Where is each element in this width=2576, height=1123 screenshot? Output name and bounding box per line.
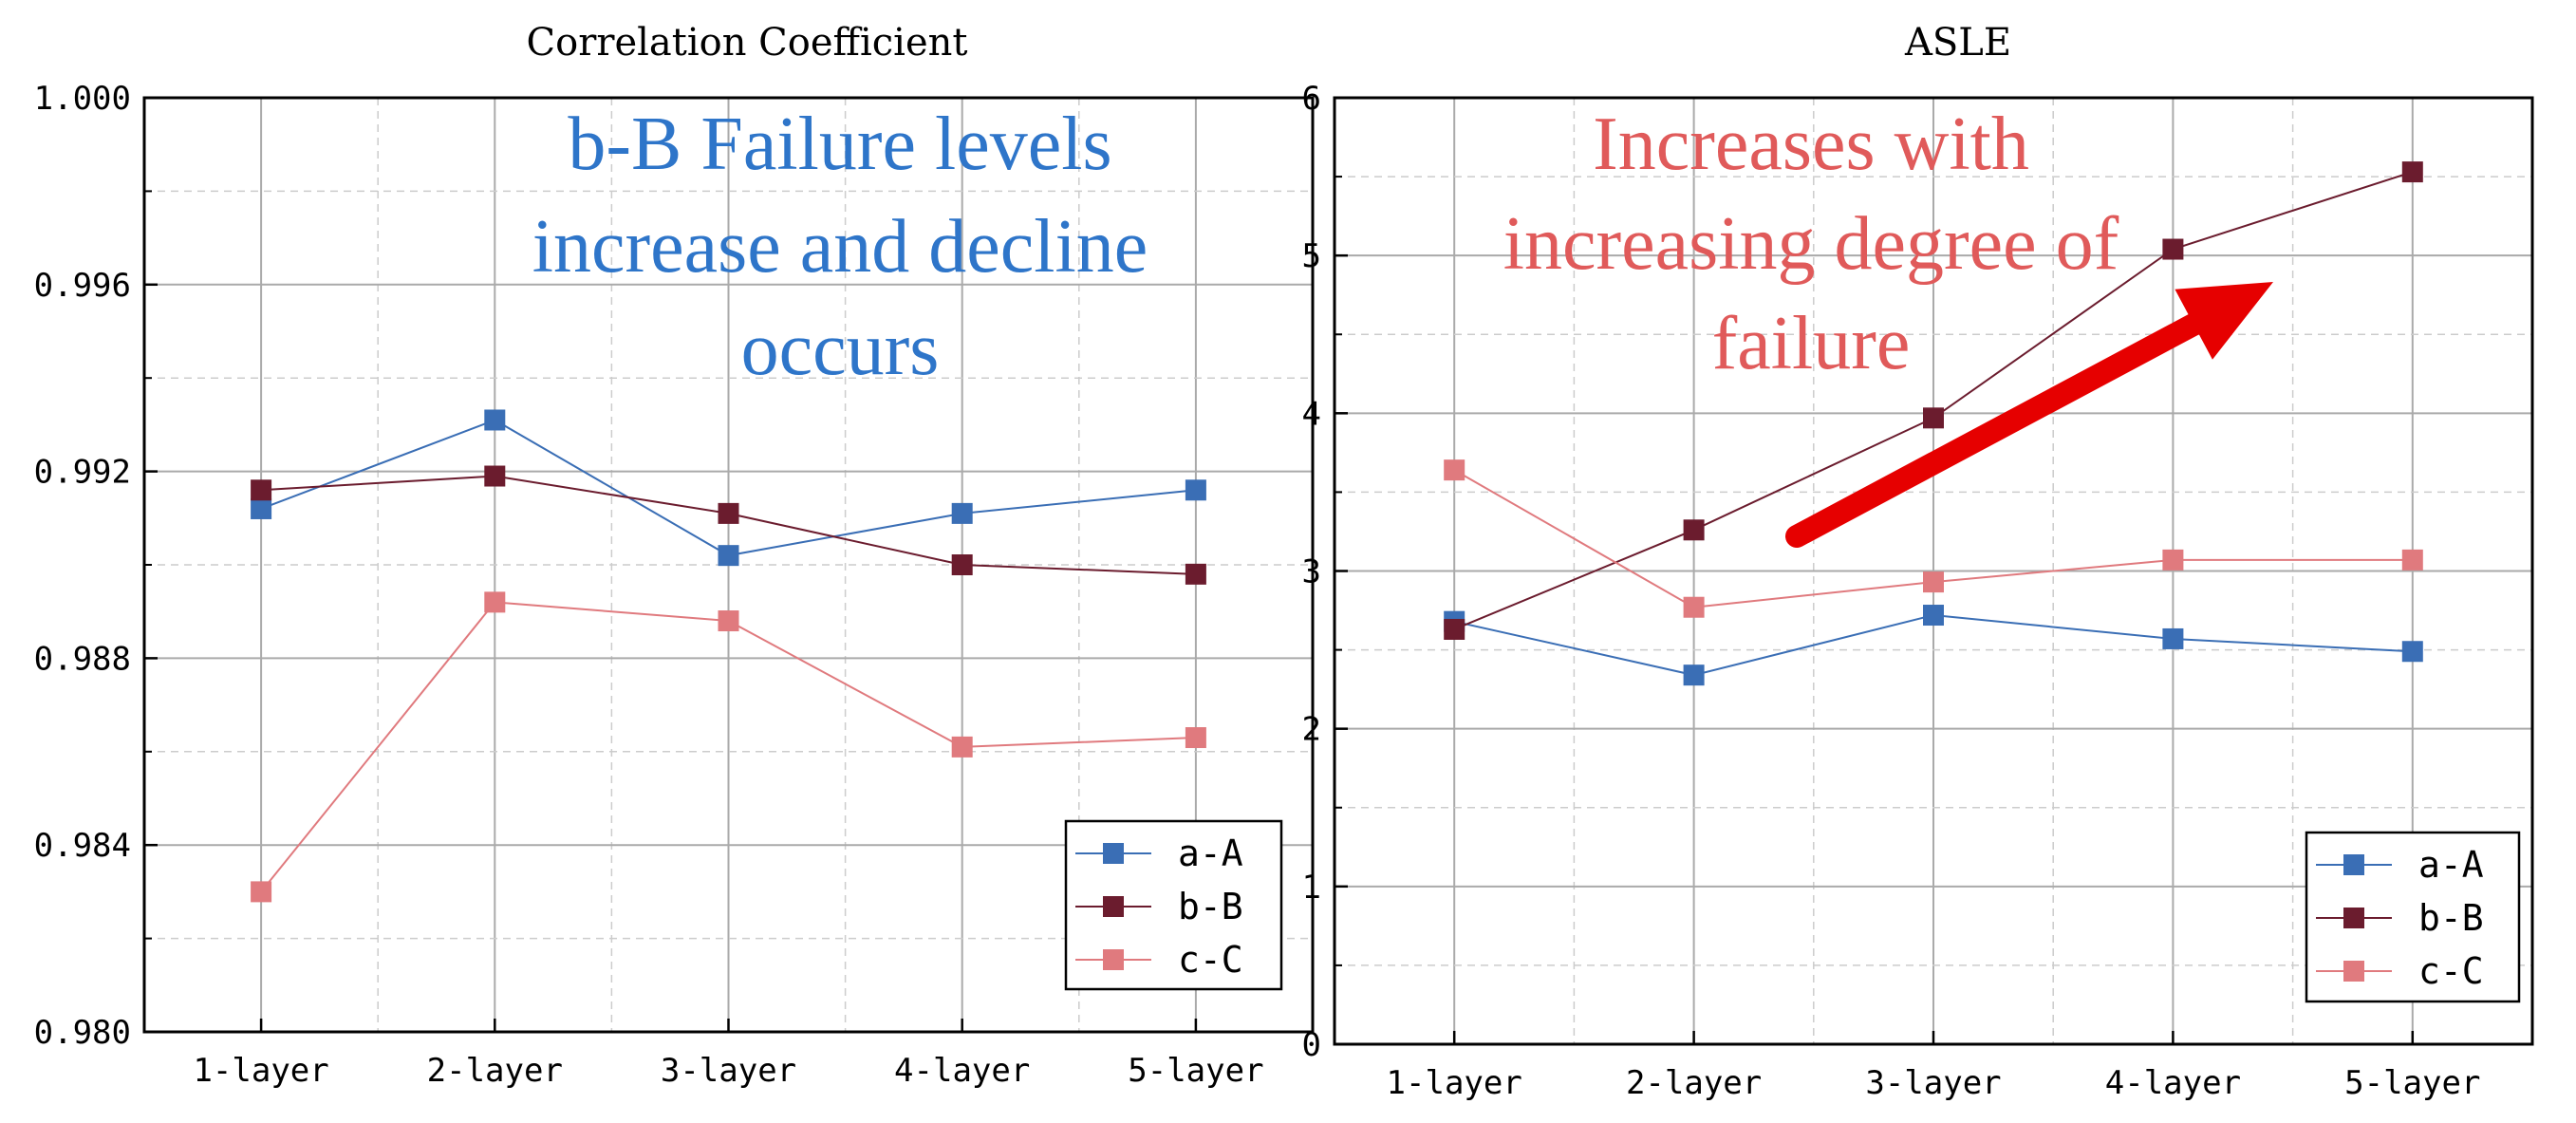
- y-tick-label: 0: [1302, 1026, 1321, 1064]
- x-tick-label: 2-layer: [427, 1052, 563, 1090]
- x-tick-label: 5-layer: [2344, 1064, 2480, 1102]
- axes: 1-layer 2-layer 3-layer 4-layer 5-layer 0.980…: [34, 80, 1264, 1090]
- legend-label: c-C: [2418, 950, 2484, 992]
- legend: a-A b-B c-C: [1064, 819, 1283, 991]
- legend-marker-c-C: [1103, 949, 1124, 970]
- legend-label: c-C: [1178, 939, 1243, 981]
- data-point-b-B: [484, 465, 506, 487]
- legend-marker-b-B: [1103, 896, 1124, 917]
- annotation-line: increasing degree of: [1503, 202, 2119, 286]
- data-point-b-B: [1185, 563, 1206, 585]
- y-tick-label: 3: [1302, 553, 1321, 591]
- x-tick-label: 2-layer: [1626, 1064, 1762, 1102]
- data-point-b-B: [1923, 407, 1944, 429]
- annotation: b-B Failure levels increase and decline oc…: [532, 103, 1148, 391]
- y-tick-label: 1.000: [34, 80, 131, 118]
- x-tick-label: 1-layer: [1387, 1064, 1522, 1102]
- y-tick-label: 1: [1302, 869, 1321, 907]
- data-point-a-A: [1923, 605, 1944, 627]
- y-tick-label: 2: [1302, 711, 1321, 749]
- data-point-b-B: [1444, 618, 1465, 640]
- data-point-a-A: [251, 497, 272, 519]
- data-point-c-C: [1683, 596, 1705, 618]
- data-point-a-A: [1185, 479, 1206, 501]
- legend-marker-a-A: [2343, 854, 2364, 875]
- legend-marker-b-B: [2343, 908, 2364, 928]
- legend: a-A b-B c-C: [2305, 831, 2521, 1003]
- data-point-c-C: [1444, 459, 1465, 481]
- axes: 1-layer 2-layer 3-layer 4-layer 5-layer 0 1 2 3 4…: [1302, 80, 2481, 1102]
- x-tick-label: 5-layer: [1128, 1052, 1263, 1090]
- data-point-a-A: [484, 409, 506, 431]
- y-tick-label: 0.988: [34, 640, 131, 678]
- arrow-head: [2175, 282, 2273, 360]
- legend-label: a-A: [2418, 844, 2484, 886]
- data-point-b-B: [2162, 238, 2184, 260]
- x-tick-label: 4-layer: [894, 1052, 1030, 1090]
- chart-title: Correlation Coefficient: [527, 21, 968, 65]
- trend-arrow: [1785, 282, 2273, 548]
- legend-marker-a-A: [1103, 843, 1124, 864]
- data-point-b-B: [2401, 161, 2423, 183]
- data-point-c-C: [718, 610, 739, 632]
- y-tick-label: 0.992: [34, 454, 131, 492]
- data-point-a-A: [1683, 664, 1705, 686]
- data-point-a-A: [2162, 627, 2184, 649]
- data-point-b-B: [1683, 519, 1705, 541]
- chart-title: ASLE: [1904, 21, 2011, 65]
- data-point-a-A: [951, 502, 973, 524]
- asle-chart: ASLE Increases with increasing degree of f…: [1302, 21, 2534, 1102]
- annotation-line: b-B Failure levels: [568, 103, 1111, 186]
- data-point-c-C: [1923, 571, 1944, 593]
- y-tick-label: 5: [1302, 237, 1321, 275]
- x-tick-label: 3-layer: [661, 1052, 796, 1090]
- y-tick-label: 4: [1302, 395, 1321, 433]
- data-point-c-C: [251, 881, 272, 903]
- series-layer: [251, 409, 1206, 903]
- legend-box: [1064, 819, 1283, 991]
- data-point-c-C: [2401, 549, 2423, 571]
- data-point-c-C: [951, 736, 973, 758]
- legend-label: b-B: [2418, 897, 2484, 939]
- x-tick-label: 3-layer: [1865, 1064, 2001, 1102]
- data-point-c-C: [2162, 549, 2184, 571]
- annotation-line: failure: [1712, 302, 1911, 385]
- y-tick-label: 0.980: [34, 1014, 131, 1052]
- legend-label: b-B: [1178, 886, 1243, 927]
- data-point-b-B: [951, 554, 973, 575]
- y-tick-label: 0.984: [34, 827, 131, 865]
- data-point-c-C: [484, 591, 506, 613]
- data-point-b-B: [718, 502, 739, 524]
- correlation-chart: Correlation Coefficient b-B Failure leve…: [34, 21, 1315, 1090]
- annotation: Increases with increasing degree of failur…: [1503, 103, 2119, 385]
- annotation-line: increase and decline: [532, 205, 1148, 289]
- x-tick-label: 4-layer: [2105, 1064, 2241, 1102]
- arrow-shaft: [1785, 312, 2206, 548]
- data-point-c-C: [1185, 727, 1206, 749]
- legend-marker-c-C: [2343, 961, 2364, 982]
- data-point-a-A: [718, 545, 739, 567]
- x-tick-label: 1-layer: [193, 1052, 328, 1090]
- data-point-b-B: [251, 479, 272, 501]
- annotation-line: Increases with: [1593, 103, 2029, 186]
- y-tick-label: 0.996: [34, 267, 131, 305]
- legend-label: a-A: [1178, 833, 1243, 874]
- y-tick-label: 6: [1302, 80, 1321, 118]
- data-point-a-A: [2401, 641, 2423, 663]
- annotation-line: occurs: [741, 308, 940, 391]
- series-layer: [1444, 161, 2423, 686]
